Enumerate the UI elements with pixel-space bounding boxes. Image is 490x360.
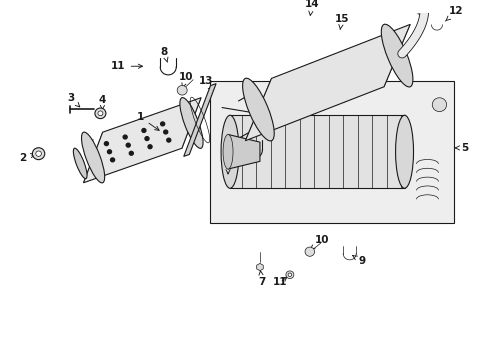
Polygon shape [84,98,201,183]
Ellipse shape [381,24,413,87]
Text: 12: 12 [445,6,464,21]
Circle shape [104,142,108,145]
Circle shape [32,148,45,159]
Text: 11: 11 [272,277,287,287]
Circle shape [288,273,292,276]
Circle shape [145,137,149,140]
Ellipse shape [74,148,87,179]
Circle shape [107,150,112,154]
Ellipse shape [223,135,233,169]
Text: 5: 5 [455,143,468,153]
Ellipse shape [243,78,274,141]
Text: 9: 9 [353,256,365,266]
Circle shape [142,129,146,132]
Text: 13: 13 [199,76,213,91]
Polygon shape [228,135,260,169]
Text: 2: 2 [19,153,35,162]
Text: 6: 6 [224,157,232,174]
Circle shape [167,138,171,142]
Bar [210,81,454,223]
Circle shape [164,130,168,134]
Text: 10: 10 [310,235,329,250]
Text: 8: 8 [161,47,168,62]
Text: 1: 1 [137,112,159,130]
Circle shape [123,135,127,139]
Polygon shape [257,264,263,271]
Circle shape [98,111,103,116]
Text: 11: 11 [111,61,143,71]
Ellipse shape [395,115,414,188]
Ellipse shape [180,98,203,148]
Ellipse shape [221,115,239,188]
Circle shape [305,247,315,256]
Polygon shape [245,24,410,141]
Circle shape [177,85,187,95]
Circle shape [432,98,446,112]
Circle shape [148,145,152,149]
Text: 15: 15 [335,14,349,30]
Circle shape [161,122,165,126]
Circle shape [286,271,294,279]
Ellipse shape [81,132,105,183]
Text: 4: 4 [98,95,106,111]
Text: 7: 7 [258,271,266,287]
Circle shape [126,143,130,147]
Circle shape [111,158,115,162]
Polygon shape [184,84,216,156]
Circle shape [95,108,106,118]
Circle shape [129,151,133,155]
Circle shape [36,151,41,156]
Text: 3: 3 [67,93,80,107]
Polygon shape [230,115,405,188]
Text: 14: 14 [304,0,319,15]
Text: 10: 10 [179,72,194,87]
